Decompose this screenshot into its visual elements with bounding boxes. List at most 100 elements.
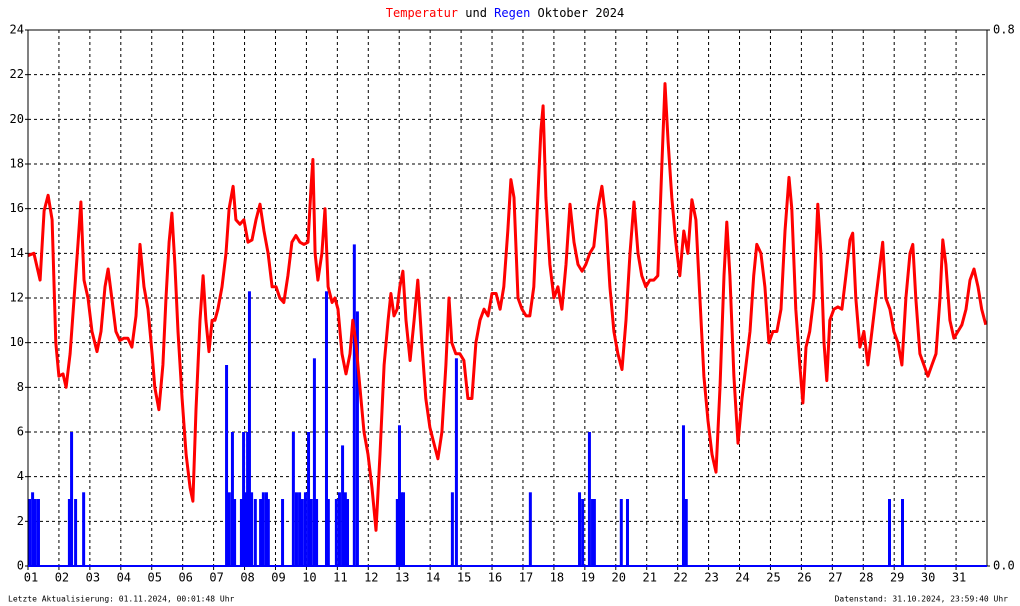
x-tick-label: 31 <box>952 571 966 585</box>
rain-bar <box>337 492 341 566</box>
rain-bar <box>399 492 403 566</box>
chart-title: Temperatur und Regen Oktober 2024 <box>386 6 624 20</box>
x-tick-label: 06 <box>178 571 192 585</box>
x-tick-label: 08 <box>240 571 254 585</box>
x-tick-label: 22 <box>673 571 687 585</box>
rain-bar <box>307 432 311 566</box>
rain-bar <box>619 499 623 566</box>
rain-bar <box>395 499 399 566</box>
y-tick-label: 24 <box>10 23 24 37</box>
rain-bar <box>242 432 246 566</box>
rain-bar <box>233 499 237 566</box>
y-tick-label: 22 <box>10 67 24 81</box>
x-tick-label: 04 <box>117 571 131 585</box>
title-rain: Regen <box>494 6 530 20</box>
rain-bar <box>33 499 37 566</box>
x-tick-label: 24 <box>735 571 749 585</box>
y-tick-label: 10 <box>10 335 24 349</box>
title-temperature: Temperatur <box>386 6 458 20</box>
rain-bar <box>259 499 263 566</box>
x-tick-label: 28 <box>859 571 873 585</box>
rain-bar <box>264 492 268 566</box>
x-tick-label: 25 <box>766 571 780 585</box>
y-tick-label: 0 <box>17 559 24 573</box>
x-tick-label: 09 <box>271 571 285 585</box>
y-tick-label: 4 <box>17 469 24 483</box>
x-tick-label: 15 <box>457 571 471 585</box>
rain-bar <box>528 492 532 566</box>
rain-bar <box>67 499 71 566</box>
y-tick-label: 14 <box>10 246 24 260</box>
x-tick-label: 13 <box>395 571 409 585</box>
rain-bar <box>888 499 892 566</box>
x-tick-label: 10 <box>302 571 316 585</box>
rain-bar <box>303 492 307 566</box>
title-suffix: Oktober 2024 <box>538 6 625 20</box>
x-tick-label: 16 <box>488 571 502 585</box>
rain-bar <box>397 425 401 566</box>
x-tick-label: 11 <box>333 571 347 585</box>
temperature-line <box>27 82 988 532</box>
rain-bar <box>341 445 345 566</box>
rain-bar <box>225 365 229 566</box>
rain-bar <box>312 358 316 566</box>
y2-tick-label: 0.0 <box>993 559 1015 573</box>
footer-right: Datenstand: 31.10.2024, 23:59:40 Uhr <box>835 595 1009 604</box>
x-tick-label: 12 <box>364 571 378 585</box>
rain-bar <box>82 492 86 566</box>
y-tick-label: 8 <box>17 380 24 394</box>
x-tick-label: 18 <box>550 571 564 585</box>
rain-bar <box>74 499 78 566</box>
rain-bar <box>326 499 330 566</box>
rain-bar <box>294 492 298 566</box>
x-tick-label: 01 <box>24 571 38 585</box>
x-tick-label: 17 <box>519 571 533 585</box>
x-tick-label: 30 <box>921 571 935 585</box>
rain-bar <box>450 492 454 566</box>
y-tick-label: 6 <box>17 425 24 439</box>
rain-bar <box>230 432 234 566</box>
rain-bar <box>247 291 251 566</box>
y2-tick-label: 0.8 <box>993 23 1015 37</box>
rain-bar <box>250 492 254 566</box>
rain-bar <box>291 432 295 566</box>
rain-bar <box>355 311 359 566</box>
rain-bar <box>298 492 302 566</box>
x-tick-label: 07 <box>209 571 223 585</box>
y-tick-label: 2 <box>17 514 24 528</box>
x-tick-label: 05 <box>148 571 162 585</box>
rain-bar <box>253 499 257 566</box>
x-tick-label: 19 <box>581 571 595 585</box>
rain-bar <box>239 499 243 566</box>
rain-bar <box>681 425 685 566</box>
rain-bar <box>591 499 595 566</box>
x-tick-label: 02 <box>55 571 69 585</box>
rain-bar <box>343 492 347 566</box>
x-tick-label: 14 <box>426 571 440 585</box>
rain-bar <box>227 492 231 566</box>
y-tick-label: 16 <box>10 201 24 215</box>
x-tick-label: 21 <box>642 571 656 585</box>
rain-bar <box>352 244 356 566</box>
rain-bar <box>243 492 247 566</box>
rain-bar <box>900 499 904 566</box>
rain-bar <box>315 499 319 566</box>
rain-bar <box>28 499 31 566</box>
rain-bar <box>309 499 313 566</box>
rain-bar <box>246 432 250 566</box>
x-tick-label: 29 <box>890 571 904 585</box>
x-tick-label: 23 <box>704 571 718 585</box>
rain-bar <box>578 492 582 566</box>
y-tick-label: 12 <box>10 291 24 305</box>
rain-bar <box>31 492 35 566</box>
rain-bar <box>70 432 74 566</box>
rain-bar <box>402 492 406 566</box>
rain-bar <box>300 499 304 566</box>
rain-bar <box>324 291 328 566</box>
x-tick-label: 20 <box>612 571 626 585</box>
rain-bar <box>346 499 350 566</box>
rain-bar <box>334 499 338 566</box>
rain-bar <box>581 499 585 566</box>
